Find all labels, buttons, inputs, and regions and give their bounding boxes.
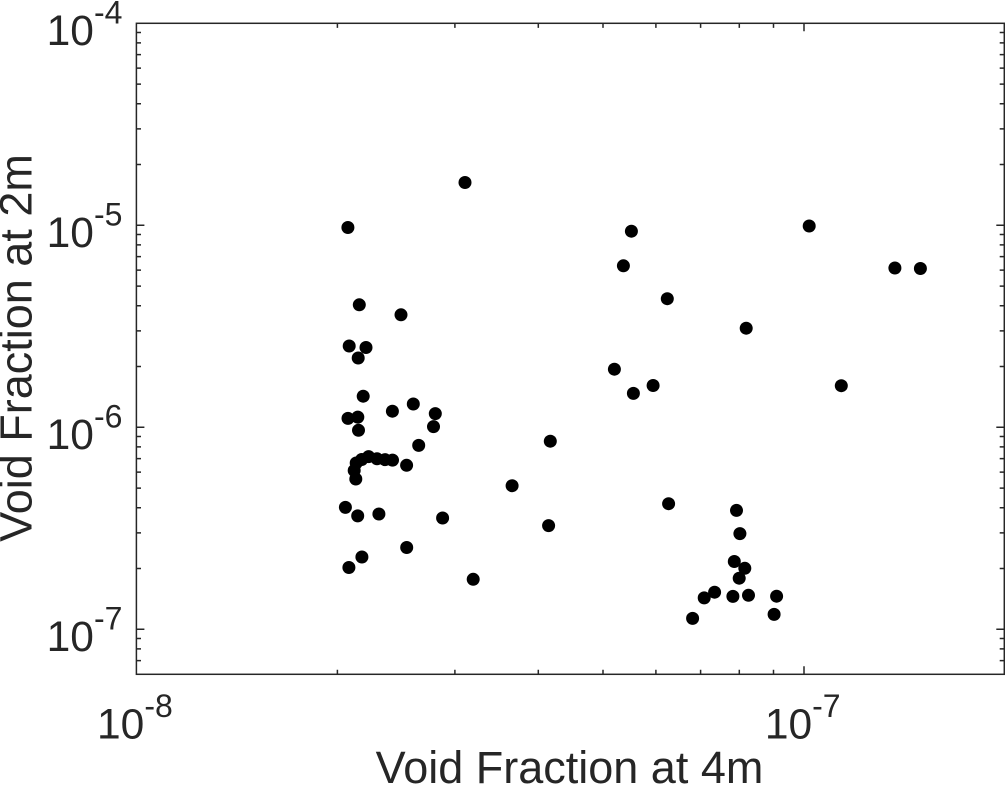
svg-text:Void Fraction at 4m: Void Fraction at 4m [376, 742, 764, 791]
svg-text:10-5: 10-5 [47, 196, 123, 257]
svg-text:10-7: 10-7 [47, 600, 123, 661]
svg-text:10-4: 10-4 [47, 0, 123, 55]
svg-text:10-7: 10-7 [765, 688, 841, 749]
svg-text:10-6: 10-6 [47, 398, 123, 459]
svg-text:10-8: 10-8 [97, 688, 173, 749]
svg-text:Void Fraction at 2m: Void Fraction at 2m [0, 154, 42, 542]
